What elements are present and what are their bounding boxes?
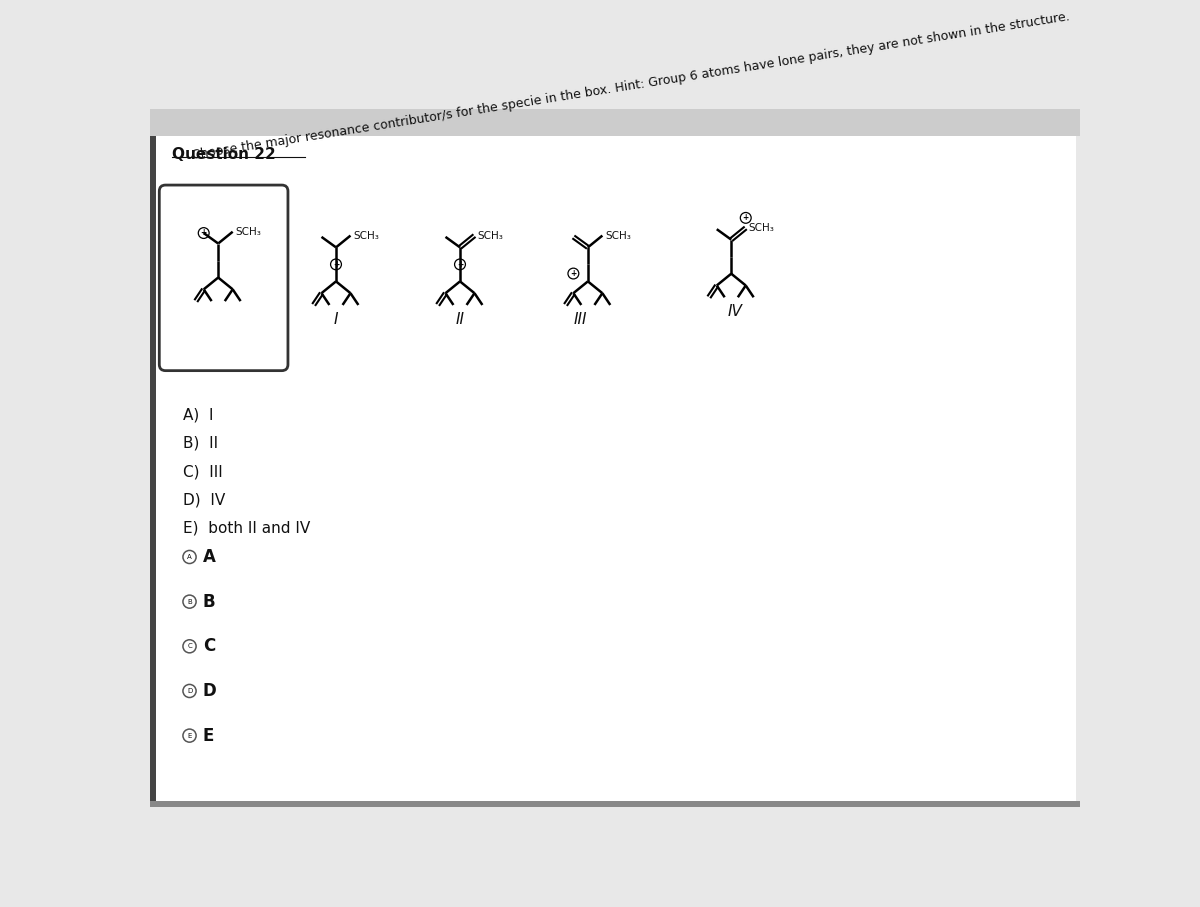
Text: A: A	[203, 548, 216, 566]
Text: Question 22: Question 22	[172, 147, 276, 161]
Text: E: E	[203, 727, 214, 745]
Polygon shape	[150, 136, 156, 807]
Text: II: II	[456, 312, 464, 327]
Text: IV: IV	[727, 304, 743, 319]
Text: B)  II: B) II	[182, 435, 217, 451]
Text: SCH₃: SCH₃	[606, 230, 631, 240]
Polygon shape	[150, 109, 1080, 136]
Text: A: A	[187, 554, 192, 560]
Text: Choose the major resonance contributor/s for the specie in the box. Hint: Group : Choose the major resonance contributor/s…	[191, 10, 1070, 162]
Text: C: C	[187, 643, 192, 649]
Polygon shape	[150, 801, 1080, 807]
Text: D: D	[203, 682, 216, 700]
Text: SCH₃: SCH₃	[749, 223, 775, 233]
Text: C: C	[203, 638, 215, 655]
Text: +: +	[200, 229, 206, 238]
Text: E: E	[187, 733, 192, 738]
Text: B: B	[203, 592, 215, 610]
Text: +: +	[743, 213, 749, 222]
Text: SCH₃: SCH₃	[354, 230, 379, 240]
FancyBboxPatch shape	[160, 185, 288, 371]
Text: SCH₃: SCH₃	[235, 227, 262, 237]
Text: A)  I: A) I	[182, 407, 214, 422]
Text: D)  IV: D) IV	[182, 493, 224, 508]
Text: I: I	[334, 312, 338, 327]
Text: +: +	[570, 268, 576, 278]
Text: B: B	[187, 599, 192, 605]
Text: D: D	[187, 688, 192, 694]
Text: +: +	[457, 259, 463, 268]
Polygon shape	[156, 114, 1076, 804]
Text: III: III	[574, 312, 587, 327]
Text: SCH₃: SCH₃	[478, 230, 504, 240]
Text: C)  III: C) III	[182, 464, 222, 479]
Text: +: +	[332, 259, 340, 268]
Text: E)  both II and IV: E) both II and IV	[182, 521, 310, 536]
